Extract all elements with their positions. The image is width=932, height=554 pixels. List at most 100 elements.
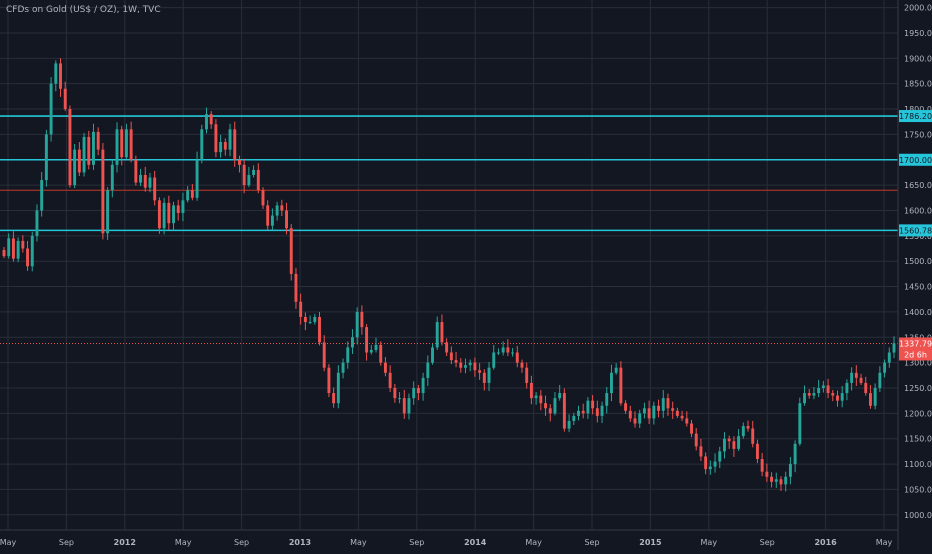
candle-body	[341, 362, 345, 373]
x-tick-label: 2014	[464, 538, 487, 547]
candle-body	[355, 311, 359, 338]
x-tick-label: Sep	[59, 538, 74, 547]
candle-body	[369, 349, 373, 353]
candle-body	[308, 322, 312, 324]
candle-body	[784, 476, 788, 485]
candle-body	[167, 202, 171, 224]
candle-body	[826, 385, 830, 394]
candle-body	[421, 377, 425, 394]
candle-body	[647, 408, 651, 419]
candle-body	[633, 418, 637, 424]
candle-body	[850, 372, 854, 383]
candle-body	[454, 360, 458, 363]
candle-body	[266, 205, 270, 226]
price-axis[interactable]: 2000.00 1950.00 1900.00 1850.00 1800.00 1750.…	[904, 4, 932, 520]
candle-body	[445, 342, 449, 353]
y-tick-label: 1000.00	[904, 511, 932, 520]
candle-body	[694, 433, 698, 447]
candle-body	[30, 235, 34, 267]
candle-body	[525, 367, 529, 383]
countdown-text: 2d 6h	[904, 350, 927, 359]
level-price-tag	[899, 153, 932, 166]
x-tick-label: 2012	[114, 538, 136, 547]
candle-body	[624, 403, 628, 411]
candle-body	[610, 372, 613, 394]
candle-body	[732, 441, 736, 449]
candle-body	[544, 403, 547, 409]
y-tick-label: 1400.00	[904, 308, 932, 317]
candle-body	[581, 410, 585, 414]
candle-body	[539, 395, 543, 404]
candle-body	[35, 210, 39, 236]
candle-body	[464, 365, 467, 368]
candle-body	[746, 426, 750, 429]
grid	[0, 0, 898, 530]
candle-body	[831, 393, 835, 396]
candle-body	[492, 352, 496, 368]
candle-body	[214, 124, 218, 153]
candle-body	[496, 352, 500, 354]
candle-body	[294, 273, 298, 302]
candle-body	[812, 393, 816, 396]
y-tick-label: 1600.00	[904, 206, 932, 215]
candle-body	[327, 367, 331, 394]
candle-body	[868, 393, 872, 406]
candle-body	[473, 362, 477, 371]
chart-title: CFDs on Gold (US$ / OZ), 1W, TVC	[6, 5, 161, 15]
candle-body	[817, 387, 821, 394]
candle-body	[223, 142, 227, 150]
candle-body	[106, 190, 110, 234]
candle-body	[16, 240, 20, 259]
candle-body	[365, 327, 369, 353]
x-tick-label: 2013	[289, 538, 311, 547]
candle-body	[318, 316, 321, 343]
candle-body	[666, 398, 670, 409]
candle-body	[511, 352, 515, 354]
candle-body	[407, 398, 411, 414]
candle-body	[209, 114, 213, 125]
candle-body	[157, 200, 161, 229]
candle-body	[87, 136, 91, 165]
candle-body	[770, 476, 774, 482]
candle-body	[723, 438, 726, 452]
candle-body	[572, 415, 576, 421]
candle-body	[73, 149, 77, 186]
y-tick-label: 1300.00	[904, 359, 932, 368]
candle-body	[520, 362, 524, 368]
candle-body	[449, 352, 453, 361]
candle-body	[779, 479, 783, 485]
y-tick-label: 1750.00	[904, 130, 932, 139]
candles	[2, 58, 896, 492]
candle-body	[487, 367, 491, 383]
candle-body	[228, 129, 232, 150]
candle-body	[153, 177, 157, 201]
candle-body	[181, 200, 185, 214]
candle-body	[200, 129, 204, 160]
candle-body	[289, 228, 293, 274]
candle-body	[859, 377, 863, 383]
candle-body	[195, 159, 199, 198]
candle-body	[605, 393, 609, 406]
candle-body	[803, 393, 806, 404]
level-price-text: 1700.00	[899, 156, 932, 165]
candle-body	[190, 190, 194, 198]
candle-body	[172, 205, 175, 224]
level-price-text: 1786.20	[899, 112, 932, 121]
candle-body	[162, 202, 166, 229]
time-axis[interactable]: May Sep 2012 May Sep 2013 May Sep 2014 May Sep 2015…	[0, 538, 893, 547]
candle-body	[807, 393, 811, 396]
candle-body	[883, 362, 887, 373]
candle-body	[134, 159, 138, 183]
candle-body	[652, 405, 656, 419]
level-price-text: 1560.78	[899, 226, 932, 235]
candle-body	[821, 385, 825, 388]
candle-body	[77, 149, 81, 173]
x-tick-label: Sep	[234, 538, 249, 547]
candle-body	[661, 398, 665, 411]
candle-body	[398, 398, 402, 400]
candle-body	[737, 436, 741, 449]
candle-body	[704, 456, 708, 470]
candle-body	[892, 343, 896, 353]
